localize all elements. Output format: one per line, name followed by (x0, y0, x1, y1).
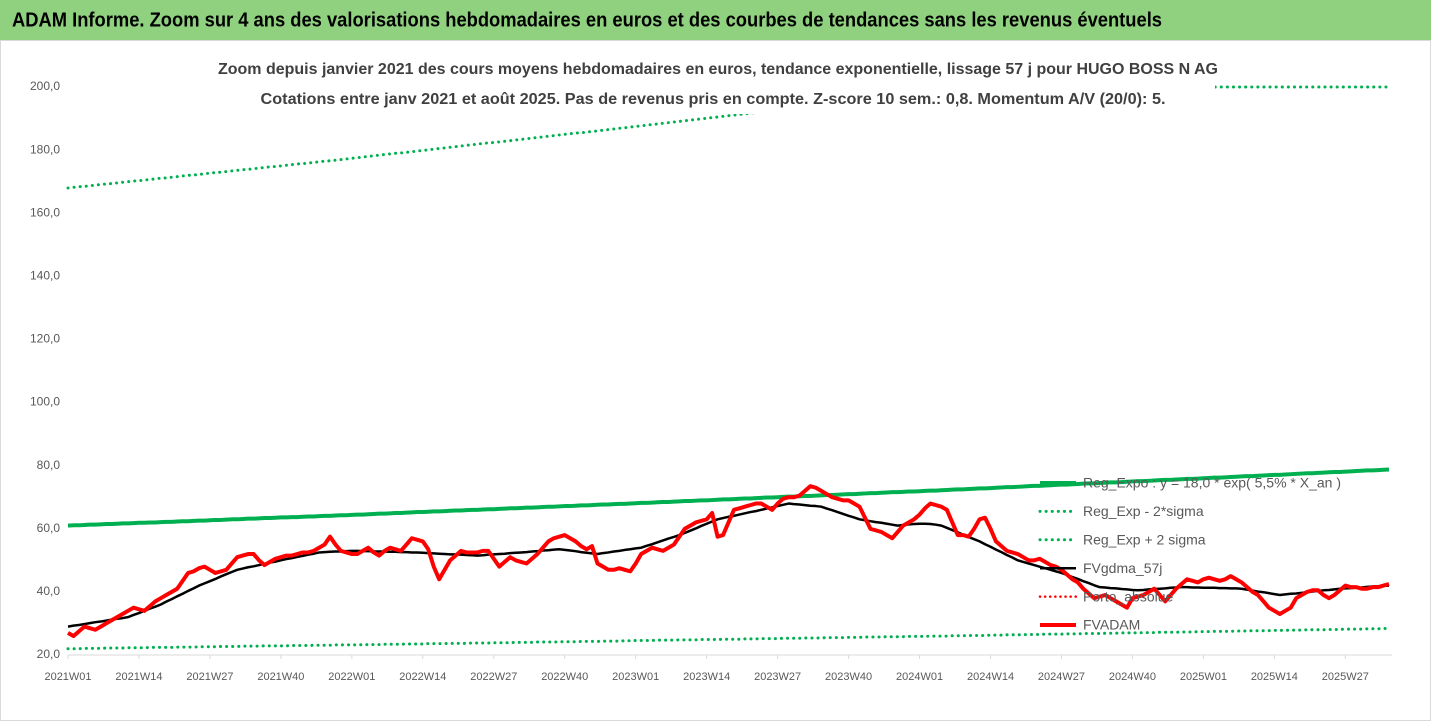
y-tick-label: 180,0 (30, 142, 60, 156)
series-line (67, 467, 1390, 528)
y-tick-label: 60,0 (37, 521, 61, 535)
x-tick-label: 2022W27 (470, 671, 517, 683)
x-tick-label: 2025W14 (1251, 671, 1298, 683)
y-tick-label: 120,0 (30, 332, 60, 346)
x-tick-label: 2023W14 (683, 671, 730, 683)
x-tick-label: 2023W01 (612, 671, 659, 683)
series-line (67, 502, 1390, 628)
x-tick-label: 2024W27 (1038, 671, 1085, 683)
y-tick-label: 100,0 (30, 395, 60, 409)
x-tick-label: 2021W14 (115, 671, 162, 683)
plot-area: 20,0 40,0 60,0 80,0 100,0 120,0 140,0 160,0 180,… (30, 79, 1392, 683)
legend: Reg_Expo : y = 18,0 * exp( 5,5% * X_an )… (1038, 475, 1341, 633)
legend-label: Reg_Exp - 2*sigma (1083, 503, 1204, 519)
series-line (66, 484, 1390, 639)
x-tick-label: 2023W27 (754, 671, 801, 683)
x-tick-label: 2021W01 (44, 671, 91, 683)
legend-label: Reg_Exp + 2 sigma (1083, 532, 1206, 548)
x-tick-label: 2024W14 (967, 671, 1014, 683)
y-tick-label: 140,0 (30, 269, 60, 283)
series-line (66, 85, 1391, 190)
x-tick-label: 2022W14 (399, 671, 446, 683)
x-tick-label: 2022W01 (328, 671, 375, 683)
title-box (205, 52, 1215, 114)
x-tick-label: 2025W27 (1322, 671, 1369, 683)
chart-subtitle: Cotations entre janv 2021 et août 2025. … (261, 91, 1166, 108)
legend-label: FVADAM (1083, 617, 1140, 633)
x-tick-label: 2025W01 (1180, 671, 1227, 683)
header-title: ADAM Informe. Zoom sur 4 ans des valoris… (12, 9, 1162, 31)
legend-label: FVgdma_57j (1083, 560, 1162, 576)
y-tick-label: 160,0 (30, 205, 60, 219)
x-tick-label: 2023W40 (825, 671, 872, 683)
legend-label: Porto_absolue (1083, 588, 1174, 604)
legend-label: Reg_Expo : y = 18,0 * exp( 5,5% * X_an ) (1083, 475, 1341, 491)
y-tick-label: 80,0 (37, 458, 61, 472)
x-tick-label: 2021W27 (186, 671, 233, 683)
y-tick-label: 40,0 (37, 584, 61, 598)
chart-frame (0, 40, 1431, 721)
x-tick-label: 2024W01 (896, 671, 943, 683)
y-tick-label: 20,0 (37, 647, 61, 661)
x-tick-label: 2022W40 (541, 671, 588, 683)
series-line (66, 626, 1391, 651)
chart-title: Zoom depuis janvier 2021 des cours moyen… (218, 61, 1218, 78)
y-tick-label: 200,0 (30, 79, 60, 93)
x-tick-label: 2021W40 (257, 671, 304, 683)
x-tick-label: 2024W40 (1109, 671, 1156, 683)
header-bar (0, 0, 1431, 40)
